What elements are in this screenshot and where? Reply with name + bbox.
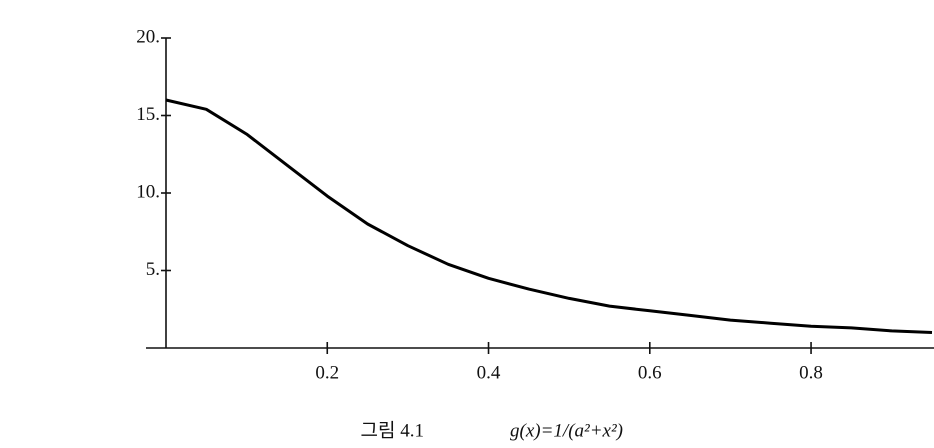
formula: g(x)=1/(a²+x²) [510,420,623,441]
x-tick-label: 0.2 [315,362,339,383]
y-tick-label: 10. [136,181,160,202]
x-tick-label: 0.6 [638,362,662,383]
y-tick-label: 5. [146,259,160,280]
curve [165,98,933,334]
x-tick-label: 0.4 [477,362,501,383]
y-tick-label: 20. [136,26,160,47]
y-tick-label: 15. [136,104,160,125]
figure-caption: 그림 4.1 [361,419,424,441]
x-tick-label: 0.8 [799,362,823,383]
